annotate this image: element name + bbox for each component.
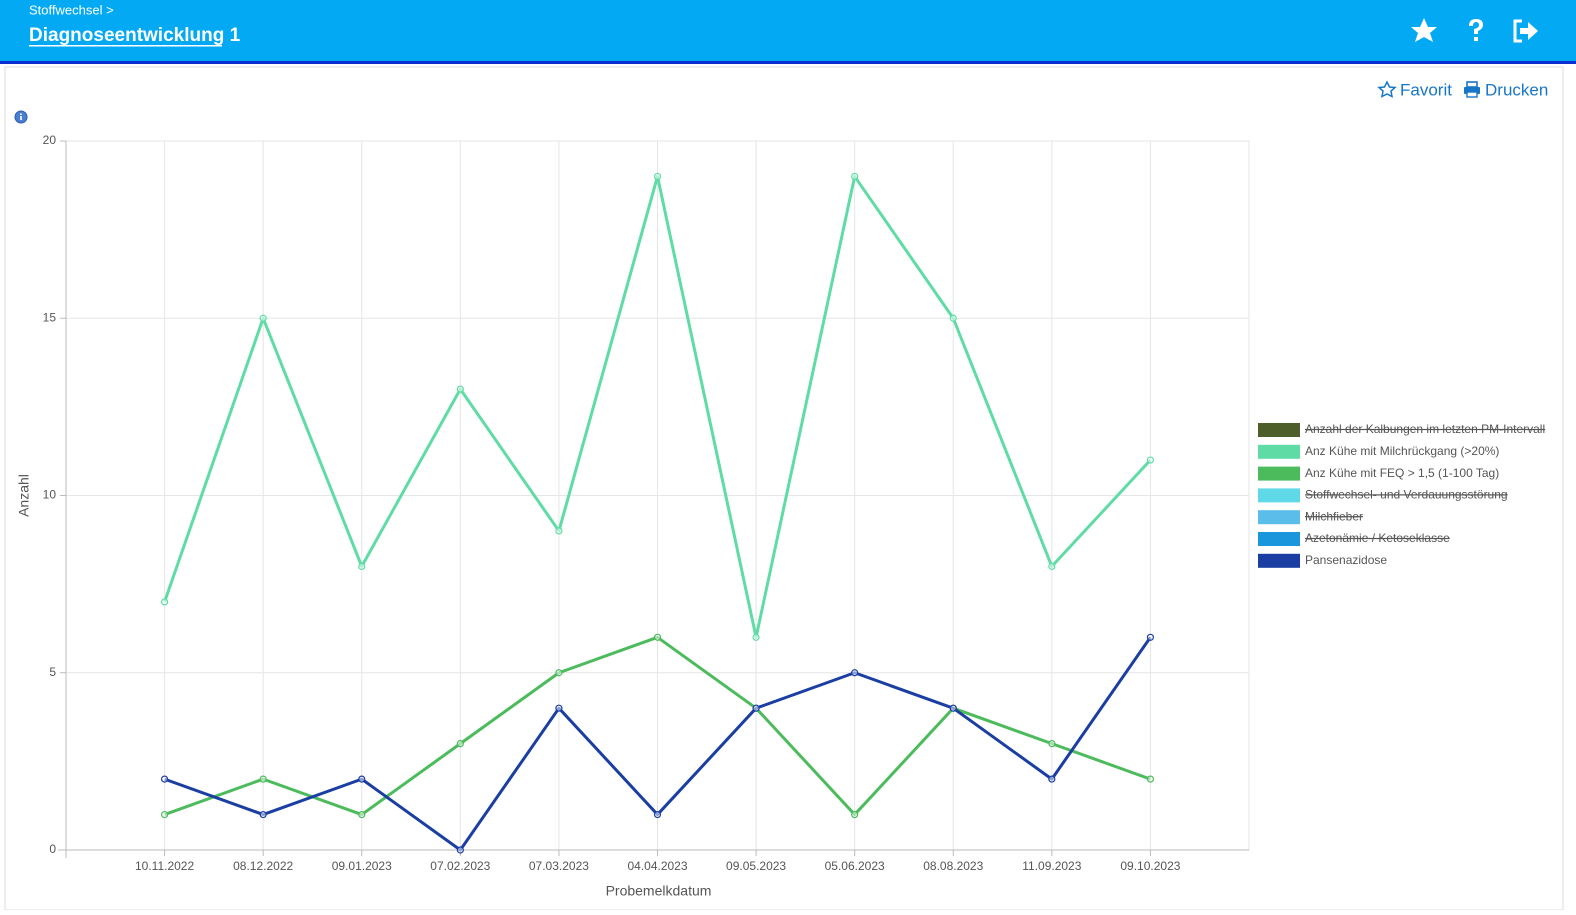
legend-swatch <box>1258 532 1300 546</box>
data-point <box>160 598 169 606</box>
legend-label[interactable]: Milchfieber <box>1305 509 1363 523</box>
data-point <box>259 314 267 322</box>
x-tick-label: 09.01.2023 <box>332 859 392 873</box>
y-tick-label: 15 <box>43 310 57 324</box>
data-point <box>1146 456 1155 464</box>
favorite-link-icon[interactable] <box>1377 80 1397 98</box>
data-point <box>358 810 366 819</box>
data-point <box>1146 633 1155 641</box>
data-point <box>653 633 662 641</box>
data-point <box>949 314 957 322</box>
page-title: Diagnoseentwicklung 1 <box>29 25 241 46</box>
logout-icon[interactable] <box>1513 19 1538 43</box>
y-tick-label: 0 <box>49 842 56 856</box>
data-point <box>456 385 464 393</box>
legend-label[interactable]: Anz Kühe mit Milchrückgang (>20%) <box>1305 444 1499 458</box>
legend-label[interactable]: Pansenazidose <box>1305 553 1387 567</box>
print-link[interactable]: Drucken <box>1485 80 1548 99</box>
y-tick-label: 10 <box>43 488 57 502</box>
help-icon[interactable] <box>1469 19 1483 41</box>
data-point <box>1048 775 1056 783</box>
data-point <box>851 810 859 819</box>
data-point <box>456 740 464 748</box>
data-point <box>851 669 859 677</box>
data-point <box>653 810 662 819</box>
info-icon-i <box>20 116 22 120</box>
content-panel <box>4 66 1564 911</box>
data-point <box>555 527 563 535</box>
favorite-link[interactable]: Favorit <box>1400 80 1452 99</box>
y-axis-title: Anzahl <box>16 474 32 517</box>
logout-arrow <box>1520 22 1538 40</box>
title-underline <box>29 45 222 47</box>
data-point <box>259 775 267 783</box>
data-point <box>259 810 267 819</box>
x-tick-label: 05.06.2023 <box>825 859 885 873</box>
print-icon-paper <box>1466 91 1478 98</box>
data-point <box>752 633 760 641</box>
data-point <box>752 704 760 712</box>
data-point <box>555 704 563 712</box>
x-tick-label: 07.03.2023 <box>529 859 589 873</box>
y-tick-label: 5 <box>49 665 56 679</box>
x-tick-label: 08.08.2023 <box>923 859 983 873</box>
x-tick-label: 07.02.2023 <box>430 859 490 873</box>
y-tick-label: 20 <box>43 133 57 147</box>
data-point <box>653 172 662 181</box>
info-icon-dot <box>20 113 22 115</box>
favorite-icon[interactable] <box>1411 18 1437 42</box>
breadcrumb[interactable]: Stoffwechsel > <box>29 2 114 17</box>
data-point <box>160 775 169 783</box>
data-point <box>456 846 464 854</box>
x-tick-label: 11.09.2023 <box>1022 859 1081 873</box>
x-tick-label: 10.11.2022 <box>135 859 194 873</box>
header-border <box>0 61 1576 64</box>
x-axis-title: Probemelkdatum <box>606 883 712 899</box>
data-point <box>358 775 366 783</box>
legend-label[interactable]: Azetonämie / Ketoseklasse <box>1305 531 1450 545</box>
legend-label[interactable]: Anzahl der Kalbungen im letzten PM-Inter… <box>1305 422 1545 436</box>
legend-label[interactable]: Anz Kühe mit FEQ > 1,5 (1-100 Tag) <box>1305 466 1499 480</box>
data-point <box>851 172 859 181</box>
data-point <box>1048 740 1056 748</box>
legend-swatch <box>1258 444 1300 459</box>
print-icon[interactable] <box>1464 81 1480 98</box>
x-tick-label: 04.04.2023 <box>627 859 687 873</box>
x-tick-label: 09.10.2023 <box>1120 859 1180 873</box>
header-bar <box>0 0 1576 61</box>
data-point <box>358 562 366 571</box>
data-point <box>949 704 957 712</box>
x-tick-label: 08.12.2022 <box>233 859 293 873</box>
legend-swatch <box>1258 553 1300 568</box>
legend-swatch <box>1258 466 1300 481</box>
legend-label[interactable]: Stoffwechsel- und Verdauungsstörung <box>1305 488 1508 502</box>
data-point <box>160 810 169 819</box>
data-point <box>1048 562 1056 571</box>
legend-swatch <box>1258 488 1300 503</box>
x-tick-label: 09.05.2023 <box>726 859 786 873</box>
legend-swatch <box>1258 510 1300 525</box>
data-point <box>555 669 563 677</box>
legend-swatch <box>1258 423 1300 437</box>
logout-door <box>1513 19 1522 43</box>
data-point <box>1146 775 1155 783</box>
